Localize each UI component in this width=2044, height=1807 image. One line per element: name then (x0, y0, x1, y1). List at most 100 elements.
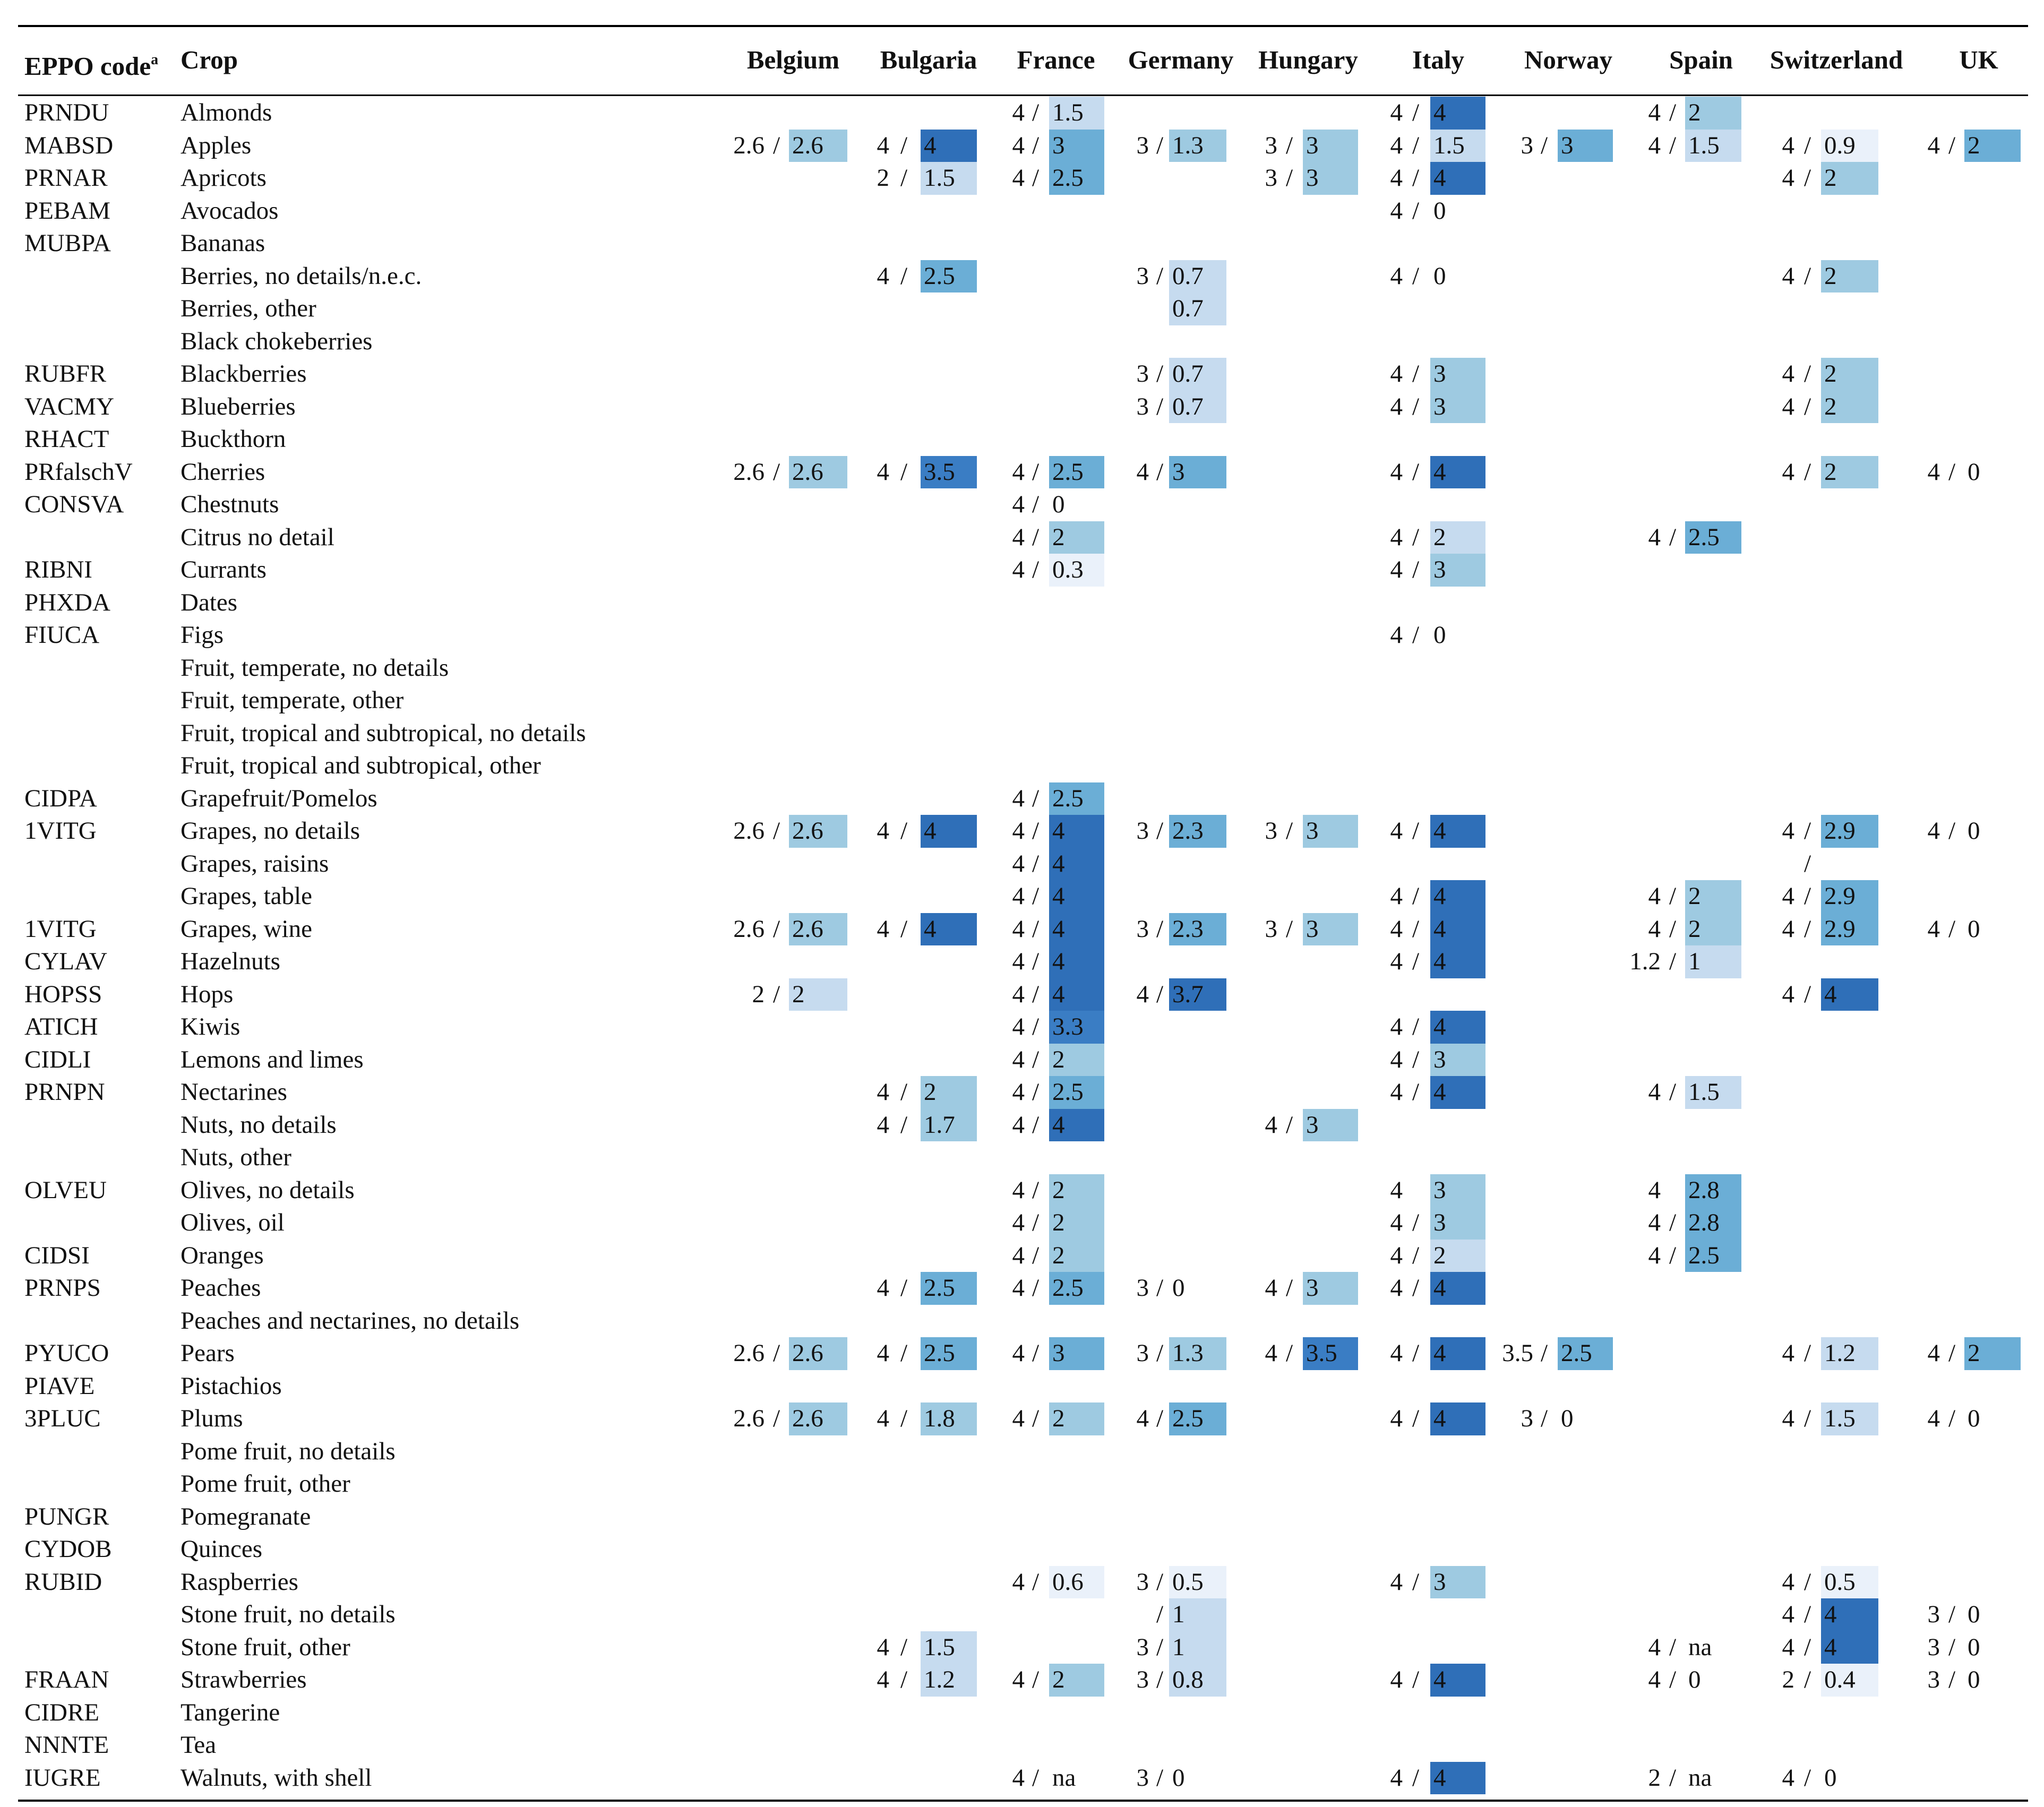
value-france: 1.5 (1049, 97, 1104, 130)
separator-slash: / (1804, 849, 1811, 877)
value-hungary: 3 (1303, 1108, 1358, 1141)
separator-slash: / (1948, 458, 1956, 486)
table-row: Olives, oil 4/2 4/3 4/2.8 (18, 1207, 2028, 1240)
header-country-bulgaria: Bulgaria (880, 45, 977, 74)
eppo-code-cell: OLVEU (24, 1176, 107, 1204)
score-italy: 4 (1390, 1568, 1403, 1596)
separator-slash: / (1412, 523, 1420, 551)
separator-slash: / (1948, 1666, 1956, 1693)
value-belgium: 2.6 (789, 455, 847, 488)
separator-slash: / (1032, 1763, 1040, 1792)
value-switzerland: 0 (1821, 1761, 1878, 1794)
value-germany: 1 (1169, 1631, 1226, 1664)
bottom-rule (18, 1800, 2028, 1802)
top-rule (18, 25, 2028, 27)
value-uk: 0 (1964, 1664, 2021, 1697)
score-switzerland: 4 (1782, 1763, 1795, 1792)
value-italy: 2 (1430, 1239, 1485, 1272)
eppo-code-cell: CIDRE (24, 1698, 99, 1726)
separator-slash: / (1032, 1176, 1040, 1204)
crop-cell: Pome fruit, no details (181, 1437, 396, 1465)
score-france: 4 (1012, 1405, 1025, 1432)
value-france: 0.3 (1049, 554, 1104, 587)
score-spain: 4 (1648, 523, 1661, 551)
table-row: PRfalschV Cherries 2.6/2.6 4/3.5 4/2.5 4/3 4/4… (18, 455, 2028, 488)
eppo-code-cell: PRNAR (24, 164, 108, 192)
value-switzerland: 2.9 (1821, 880, 1878, 913)
value-italy: 4 (1430, 1664, 1485, 1697)
separator-slash: / (1156, 817, 1164, 845)
separator-slash: / (1032, 817, 1040, 845)
value-norway: 2.5 (1558, 1337, 1613, 1370)
score-switzerland: 4 (1782, 262, 1795, 290)
crop-cell: Chestnuts (181, 491, 279, 518)
score-belgium: 2.6 (733, 131, 765, 159)
value-france: 2 (1049, 1043, 1104, 1076)
separator-slash: / (1412, 915, 1420, 943)
separator-slash: / (1156, 131, 1164, 159)
score-bulgaria: 2 (877, 164, 890, 192)
score-spain: 4 (1648, 1078, 1661, 1106)
separator-slash: / (1286, 915, 1293, 943)
score-switzerland: 4 (1782, 1601, 1795, 1628)
separator-slash: / (1948, 915, 1956, 943)
value-bulgaria: 1.5 (921, 162, 977, 195)
score-france: 4 (1012, 1045, 1025, 1073)
value-france: 2.5 (1049, 162, 1104, 195)
value-spain: 2 (1685, 880, 1741, 913)
score-switzerland: 4 (1782, 360, 1795, 388)
separator-slash: / (1032, 980, 1040, 1008)
eppo-code-cell: CYDOB (24, 1535, 112, 1563)
separator-slash: / (773, 817, 780, 845)
separator-slash: / (773, 915, 780, 943)
table-row: Fruit, temperate, other (18, 684, 2028, 717)
value-hungary: 3 (1303, 129, 1358, 162)
table-row: RUBID Raspberries 4/0.6 3/0.5 4/3 4/0.5 (18, 1565, 2028, 1598)
crop-cell: Olives, oil (181, 1209, 285, 1236)
value-italy: 4 (1430, 1402, 1485, 1435)
separator-slash: / (900, 1633, 908, 1661)
value-uk: 0 (1964, 1598, 2021, 1631)
value-france: 4 (1049, 978, 1104, 1011)
score-france: 4 (1012, 915, 1025, 943)
crop-cell: Cherries (181, 458, 265, 486)
eppo-code-cell: IUGRE (24, 1763, 101, 1792)
score-france: 4 (1012, 523, 1025, 551)
value-spain: 1 (1685, 945, 1741, 978)
score-france: 4 (1012, 1568, 1025, 1596)
score-france: 4 (1012, 784, 1025, 812)
value-italy: 4 (1430, 815, 1485, 848)
value-bulgaria: 3.5 (921, 455, 977, 488)
table-row: FRAAN Strawberries 4/1.2 4/2 3/0.8 4/4 4/0 2/0.… (18, 1664, 2028, 1697)
crop-cell: Nectarines (181, 1078, 287, 1106)
value-italy: 3 (1430, 390, 1485, 423)
crop-cell: Hazelnuts (181, 948, 280, 975)
table-row: PRNAR Apricots 2/1.5 4/2.5 3/3 4/4 4/2 (18, 162, 2028, 195)
separator-slash: / (1156, 1339, 1164, 1367)
separator-slash: / (1032, 1568, 1040, 1596)
score-italy: 4 (1390, 1078, 1403, 1106)
separator-slash: / (1541, 131, 1548, 159)
separator-slash: / (900, 915, 908, 943)
value-switzerland: 1.5 (1821, 1402, 1878, 1435)
crop-cell: Olives, no details (181, 1176, 355, 1204)
separator-slash: / (1669, 1633, 1677, 1661)
score-norway: 3 (1521, 1405, 1534, 1432)
value-italy: 0 (1430, 194, 1485, 227)
separator-slash: / (1412, 392, 1420, 420)
score-uk: 4 (1927, 1339, 1940, 1367)
table-row: PIAVE Pistachios (18, 1370, 2028, 1403)
separator-slash: / (900, 1274, 908, 1302)
score-italy: 4 (1390, 196, 1403, 225)
crop-cell: Avocados (181, 196, 279, 225)
value-switzerland: 4 (1821, 1631, 1878, 1664)
separator-slash: / (1948, 1405, 1956, 1432)
crop-cell: Grapes, no details (181, 817, 360, 845)
separator-slash: / (1032, 915, 1040, 943)
value-belgium: 2 (789, 978, 847, 1011)
value-bulgaria: 1.7 (921, 1108, 977, 1141)
score-belgium: 2.6 (733, 817, 765, 845)
value-france: 2.5 (1049, 1272, 1104, 1305)
separator-slash: / (1412, 1078, 1420, 1106)
crop-cell: Almonds (181, 99, 272, 126)
